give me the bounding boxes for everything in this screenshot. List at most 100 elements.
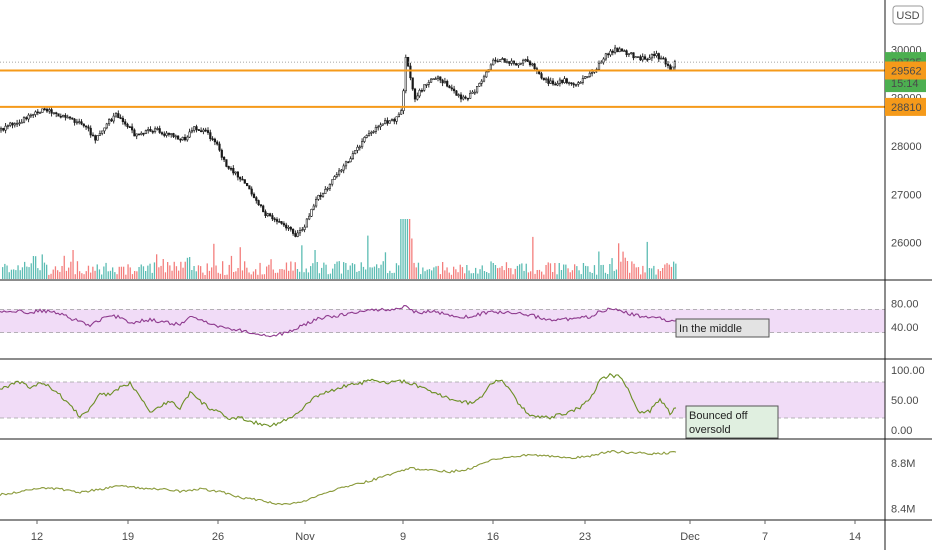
currency-label: USD: [896, 10, 919, 22]
volume-bar: [228, 264, 230, 279]
candle-body: [335, 174, 338, 177]
volume-bar: [516, 265, 519, 279]
candle-body: [294, 233, 297, 237]
candle-body: [643, 56, 647, 60]
volume-bar: [527, 272, 530, 279]
volume-bar: [129, 267, 131, 279]
volume-bar: [525, 263, 527, 279]
volume-bar: [312, 263, 314, 279]
volume-bar: [384, 252, 387, 279]
volume-bar: [417, 262, 420, 279]
candle-body: [15, 122, 19, 125]
volume-bar: [490, 261, 492, 279]
x-axis-tick: Dec: [680, 531, 700, 543]
candle-body: [89, 127, 92, 136]
volume-bar: [503, 270, 505, 279]
volume-bar: [140, 264, 142, 279]
volume-bar: [670, 266, 673, 279]
candle-body: [289, 227, 292, 230]
volume-bar: [530, 271, 532, 279]
candle-body: [135, 133, 138, 137]
volume-bar: [532, 236, 534, 279]
candle-body: [190, 130, 194, 133]
volume-bar: [439, 274, 442, 279]
candle-body: [618, 48, 621, 53]
candle-body: [563, 78, 566, 83]
volume-bar: [277, 272, 279, 279]
volume-bar: [380, 264, 382, 279]
volume-bar: [409, 219, 411, 279]
volume-bar: [4, 263, 6, 279]
volume-bar: [279, 269, 281, 279]
candle-body: [558, 79, 561, 84]
candle-body: [147, 129, 150, 131]
volume-bar: [402, 219, 404, 279]
volume-bar: [13, 269, 15, 279]
candle-body: [636, 56, 640, 59]
volume-bar: [459, 264, 461, 279]
volume-bar: [138, 267, 140, 279]
annotation-box[interactable]: [675, 318, 770, 338]
volume-bar: [215, 265, 217, 279]
volume-bar: [116, 274, 118, 279]
volume-bar: [470, 273, 472, 279]
candle-body: [381, 123, 384, 126]
volume-bar: [180, 261, 182, 279]
candle-body: [225, 159, 228, 167]
candle-body: [469, 93, 472, 99]
candle-body: [542, 77, 545, 81]
candle-body: [188, 131, 191, 138]
indicator-axis-tick: 50.00: [891, 395, 919, 407]
volume-bar: [424, 271, 426, 279]
volume-bar: [248, 272, 250, 279]
candle-body: [310, 209, 313, 217]
currency-button[interactable]: [892, 5, 924, 25]
candle-body: [370, 132, 373, 134]
volume-bar: [169, 265, 171, 279]
candle-body: [305, 218, 309, 228]
volume-bar: [514, 268, 516, 279]
candle-body: [360, 141, 364, 148]
candle-body: [409, 65, 412, 79]
volume-bar: [147, 265, 149, 279]
candle-body: [540, 73, 543, 79]
candle-body: [607, 53, 610, 56]
candle-body: [632, 52, 635, 59]
candle-body: [494, 59, 497, 62]
volume-bar: [609, 264, 611, 279]
indicator-axis-tick: 0.00: [891, 425, 912, 437]
candle-body: [126, 123, 129, 127]
candle-body: [480, 80, 483, 84]
volume-bar: [411, 238, 413, 279]
candle-body: [551, 80, 555, 85]
volume-bar: [483, 271, 486, 279]
volume-bar: [354, 264, 356, 279]
candle-body: [317, 195, 320, 200]
candle-body: [114, 113, 118, 117]
volume-bar: [332, 268, 334, 279]
candle-body: [266, 213, 269, 216]
volume-bar: [358, 271, 360, 279]
candle-body: [388, 120, 391, 124]
volume-bar: [125, 274, 127, 279]
candle-body: [418, 90, 421, 97]
candle-body: [466, 97, 470, 100]
volume-bar: [631, 261, 633, 279]
volume-bar: [624, 257, 626, 279]
candle-body: [402, 90, 405, 112]
price-tag: [885, 61, 926, 80]
volume-bar: [39, 270, 41, 279]
candle-body: [434, 78, 437, 80]
candle-body: [257, 200, 260, 205]
indicator-axis-tick: 80.00: [891, 299, 919, 311]
volume-bar: [413, 262, 415, 279]
candle-body: [374, 127, 378, 132]
candle-body: [561, 79, 564, 84]
candle-body: [179, 138, 182, 141]
volume-bar: [103, 266, 105, 279]
volume-bar: [618, 243, 620, 279]
annotation-box[interactable]: [685, 405, 779, 439]
candle-body: [144, 130, 148, 134]
